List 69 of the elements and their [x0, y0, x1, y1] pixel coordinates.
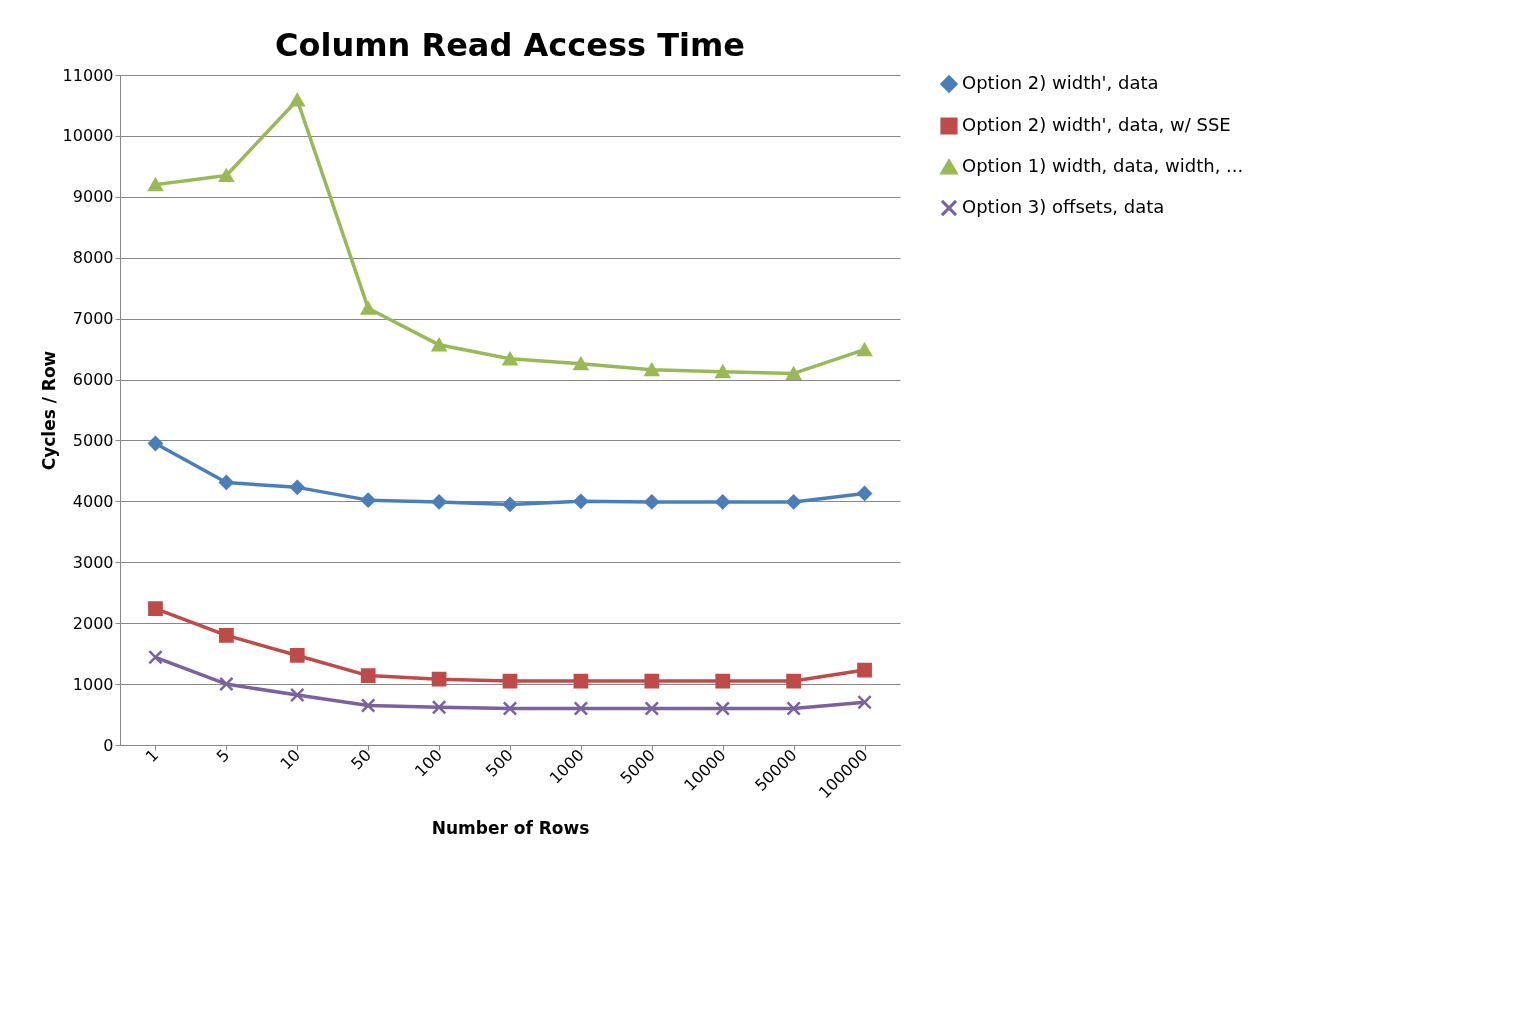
point [786, 673, 802, 689]
point [289, 93, 305, 107]
point [857, 694, 872, 710]
y-tick-label: 7000 [72, 309, 114, 329]
point [715, 365, 731, 379]
point [502, 701, 518, 716]
x-tick-label: 1 [141, 745, 163, 767]
x-tick-label: 500 [481, 745, 517, 781]
point [644, 673, 660, 689]
point [644, 494, 660, 510]
x-tick-label: 50 [347, 745, 376, 774]
point [148, 436, 163, 451]
chart-title: Column Read Access Time [275, 26, 745, 64]
point [360, 301, 376, 315]
y-tick-label: 10000 [62, 126, 114, 146]
point [289, 648, 305, 663]
point [148, 649, 163, 665]
legend-label: Option 2) width', data [962, 72, 1159, 93]
y-tick-label: 8000 [72, 248, 114, 268]
point [786, 366, 802, 381]
point [431, 494, 447, 510]
point [786, 701, 802, 716]
y-tick-label: 2000 [72, 613, 114, 633]
legend-label: Option 3) offsets, data [962, 196, 1165, 217]
y-tick-label: 1000 [72, 674, 114, 694]
point [857, 662, 872, 678]
point [431, 338, 447, 352]
point [573, 493, 589, 509]
point [573, 701, 589, 716]
point [644, 701, 660, 716]
point [502, 673, 518, 689]
point [431, 671, 447, 687]
y-tick-label: 6000 [72, 370, 114, 390]
y-tick-label: 3000 [72, 552, 114, 572]
point [573, 357, 589, 371]
x-tick-label: 100 [410, 745, 446, 781]
x-tick-label: 10 [276, 745, 305, 774]
point [218, 627, 234, 643]
point [857, 343, 872, 357]
point [360, 492, 376, 508]
point [218, 475, 234, 490]
point [218, 676, 234, 692]
x-tick-label: 5 [212, 745, 234, 767]
point [289, 687, 305, 703]
legend-label: Option 1) width, data, width, ... [962, 155, 1244, 176]
legend-label: Option 2) width', data, w/ SSE [962, 114, 1231, 135]
point [148, 601, 163, 616]
point [360, 668, 376, 683]
point [360, 698, 376, 713]
y-tick-label: 0 [103, 735, 114, 755]
point [644, 363, 660, 377]
point [218, 168, 234, 183]
point [715, 701, 731, 716]
point [715, 673, 731, 689]
point [786, 494, 802, 510]
point [715, 494, 731, 510]
point [502, 352, 518, 366]
x-axis-title: Number of Rows [431, 818, 590, 839]
point [431, 699, 447, 715]
point [289, 479, 305, 495]
y-tick-label: 11000 [62, 65, 114, 85]
point [573, 673, 589, 689]
y-tick-label: 4000 [72, 491, 114, 511]
point [502, 497, 518, 512]
point [857, 486, 872, 501]
y-axis-title: Cycles / Row [38, 350, 59, 471]
y-tick-label: 9000 [72, 187, 114, 207]
point [148, 178, 163, 192]
y-tick-label: 5000 [72, 430, 114, 450]
